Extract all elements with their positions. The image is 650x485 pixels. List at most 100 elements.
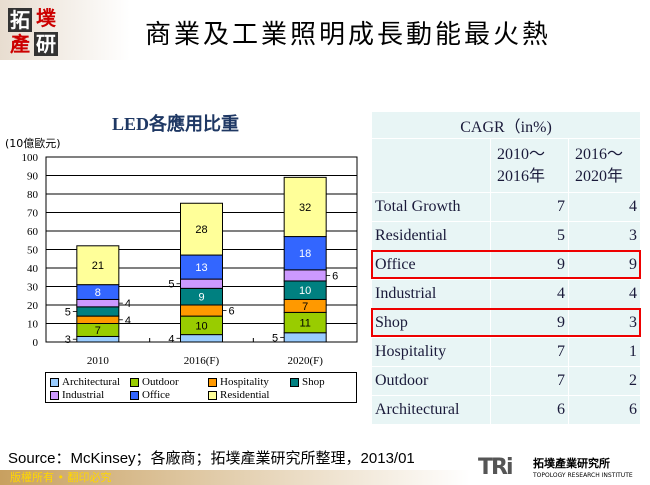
row-label: Outdoor <box>371 366 491 396</box>
cagr-2010-2016: 7 <box>490 192 569 222</box>
legend-item: Office <box>130 389 170 401</box>
cagr-2010-2016: 5 <box>490 221 569 251</box>
row-label: Industrial <box>371 279 491 309</box>
data-label: 5 <box>65 306 71 318</box>
y-tick-label: 20 <box>27 300 39 312</box>
footer-bar <box>0 470 470 485</box>
data-label: 8 <box>95 287 101 299</box>
legend-label: Industrial <box>62 389 105 401</box>
cagr-2016-2020: 4 <box>568 192 641 222</box>
bar-segment-hospitality <box>180 304 223 317</box>
legend-label: Shop <box>302 376 325 388</box>
x-tick-label: 2016(F) <box>184 355 220 367</box>
cagr-2016-2020: 2 <box>568 366 641 396</box>
bar-segment-industrial <box>76 298 120 308</box>
data-label: 18 <box>299 248 311 260</box>
legend-label: Architectural <box>62 376 121 388</box>
cagr-2010-2016: 9 <box>490 250 569 280</box>
legend-swatch <box>130 390 139 400</box>
row-label: Shop <box>371 308 491 338</box>
org-name-en: TOPOLOGY RESEARCH INSTITUTE <box>533 472 633 479</box>
x-tick-label: 2020(F) <box>287 355 323 367</box>
data-label: 28 <box>195 224 207 236</box>
cagr-2010-2016: 6 <box>490 395 569 425</box>
y-tick-label: 30 <box>27 282 39 294</box>
bar-segment-shop <box>76 306 120 317</box>
y-tick-label: 70 <box>27 208 39 220</box>
legend-item: Shop <box>290 376 325 388</box>
data-label: 10 <box>195 320 207 332</box>
legend-item: Outdoor <box>130 376 179 388</box>
y-tick-label: 0 <box>33 337 39 349</box>
y-tick-label: 80 <box>27 189 39 201</box>
legend-item: Hospitality <box>208 376 269 388</box>
legend-swatch <box>290 377 299 387</box>
data-label: 21 <box>92 260 104 272</box>
legend-label: Residential <box>220 389 270 401</box>
table-row: Total Growth 7 4 <box>371 192 641 222</box>
cagr-2016-2020: 4 <box>568 279 641 309</box>
cagr-2016-2020: 9 <box>568 250 641 280</box>
legend-swatch <box>50 390 59 400</box>
x-tick-label: 2010 <box>87 355 110 367</box>
data-label: 4 <box>125 298 131 310</box>
row-label: Office <box>371 250 491 280</box>
data-label: 32 <box>299 202 311 214</box>
row-label: Architectural <box>371 395 491 425</box>
bar-segment-architectural <box>180 334 223 343</box>
table-row: Architectural 6 6 <box>371 395 641 425</box>
data-label: 3 <box>65 334 71 346</box>
table-row: Shop 9 3 <box>371 308 641 338</box>
column-header: 2016～2020年 <box>568 138 641 193</box>
y-tick-label: 40 <box>27 263 39 275</box>
data-label: 6 <box>229 306 235 318</box>
y-tick-label: 60 <box>27 226 39 238</box>
data-label: 7 <box>95 325 101 337</box>
legend-item: Industrial <box>50 389 104 401</box>
table-row: Office 9 9 <box>371 250 641 280</box>
bar-segment-residential <box>283 176 327 238</box>
cagr-table: CAGR（in%) 2010～2016年 2016～2020年 Total Gr… <box>371 111 641 425</box>
legend-item: Residential <box>208 389 270 401</box>
row-label: Total Growth <box>371 192 491 222</box>
data-label: 9 <box>198 292 204 304</box>
page-title: 商業及工業照明成長動能最火熱 <box>145 20 552 50</box>
row-label: Residential <box>371 221 491 251</box>
cagr-2016-2020: 6 <box>568 395 641 425</box>
bar-segment-industrial <box>283 269 327 282</box>
table-row: Residential 5 3 <box>371 221 641 251</box>
row-label: Hospitality <box>371 337 491 367</box>
bar-segment-architectural <box>76 335 120 343</box>
bar-segment-hospitality <box>76 315 120 325</box>
data-label: 13 <box>195 262 207 274</box>
y-tick-label: 90 <box>27 171 39 183</box>
data-label: 11 <box>299 318 310 330</box>
highlight-box <box>371 250 641 279</box>
legend-label: Outdoor <box>142 376 179 388</box>
bar-segment-residential <box>180 202 223 256</box>
data-label: 10 <box>299 285 311 297</box>
cagr-2010-2016: 7 <box>490 337 569 367</box>
data-label: 5 <box>168 279 174 291</box>
cagr-2016-2020: 3 <box>568 221 641 251</box>
cagr-2010-2016: 4 <box>490 279 569 309</box>
org-name: 拓墣產業研究所 <box>533 457 610 470</box>
chart-legend: Architectural Outdoor Hospitality Shop Indus… <box>45 372 357 403</box>
bar-segment-residential <box>76 245 120 286</box>
bar-segment-industrial <box>180 278 223 289</box>
y-axis-unit: (10億歐元) <box>5 137 61 150</box>
data-label: 6 <box>332 270 338 282</box>
table-row: Outdoor 7 2 <box>371 366 641 396</box>
highlight-box <box>371 308 641 337</box>
bar-segment-architectural <box>283 332 327 343</box>
table-row: Industrial 4 4 <box>371 279 641 309</box>
legend-swatch <box>50 377 59 387</box>
org-logo: TRi 拓墣產業研究所 TOPOLOGY RESEARCH INSTITUTE <box>478 455 633 480</box>
logo: 拓 墣 產 研 <box>8 6 58 56</box>
cagr-2016-2020: 1 <box>568 337 641 367</box>
legend-swatch <box>208 390 217 400</box>
legend-item: Architectural <box>50 376 120 388</box>
legend-label: Office <box>142 389 170 401</box>
legend-swatch <box>130 377 139 387</box>
